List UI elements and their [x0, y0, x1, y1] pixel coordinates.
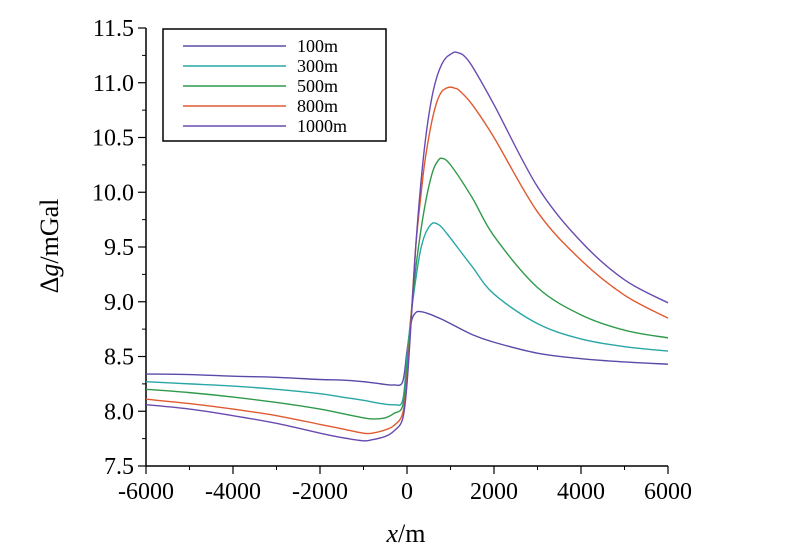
y-tick-label: 9.5: [104, 235, 134, 261]
legend-label-500m: 500m: [297, 76, 338, 96]
x-axis-label: x/m: [386, 519, 426, 548]
legend-box: [162, 28, 387, 142]
x-tick-label: -4000: [205, 479, 261, 505]
x-tick-label: -6000: [118, 479, 174, 505]
x-tick-label: 0: [401, 479, 413, 505]
y-tick-label: 7.5: [104, 454, 134, 480]
x-tick-label: 6000: [644, 479, 692, 505]
y-tick-label: 8.5: [104, 345, 134, 371]
legend-label-300m: 300m: [297, 56, 338, 76]
y-tick-label: 10.5: [92, 126, 134, 152]
y-tick-label: 10.0: [92, 180, 134, 206]
series-line-300m: [145, 222, 669, 406]
legend-label-1000m: 1000m: [297, 116, 347, 136]
x-axis: -6000 -4000 -2000 0 2000 4000 6000: [118, 466, 692, 505]
y-tick-label: 11.5: [93, 16, 134, 42]
legend-label-100m: 100m: [297, 36, 338, 56]
x-tick-label: 2000: [470, 479, 518, 505]
series-line-500m: [145, 157, 669, 420]
y-tick-label: 8.0: [104, 399, 134, 425]
series-line-800m: [145, 86, 669, 435]
y-tick-label: 9.0: [104, 290, 134, 316]
x-tick-label: -2000: [292, 479, 348, 505]
y-axis: 7.5 8.0 8.5 9.0 9.5 10.0 10.5 11.0 11.5: [92, 16, 146, 480]
y-axis-label: Δg/mGal: [35, 199, 64, 294]
legend-label-800m: 800m: [297, 96, 338, 116]
y-tick-label: 11.0: [93, 71, 134, 97]
series-line-1000m: [145, 51, 669, 442]
series-layer: [145, 51, 669, 442]
x-tick-label: 4000: [557, 479, 605, 505]
